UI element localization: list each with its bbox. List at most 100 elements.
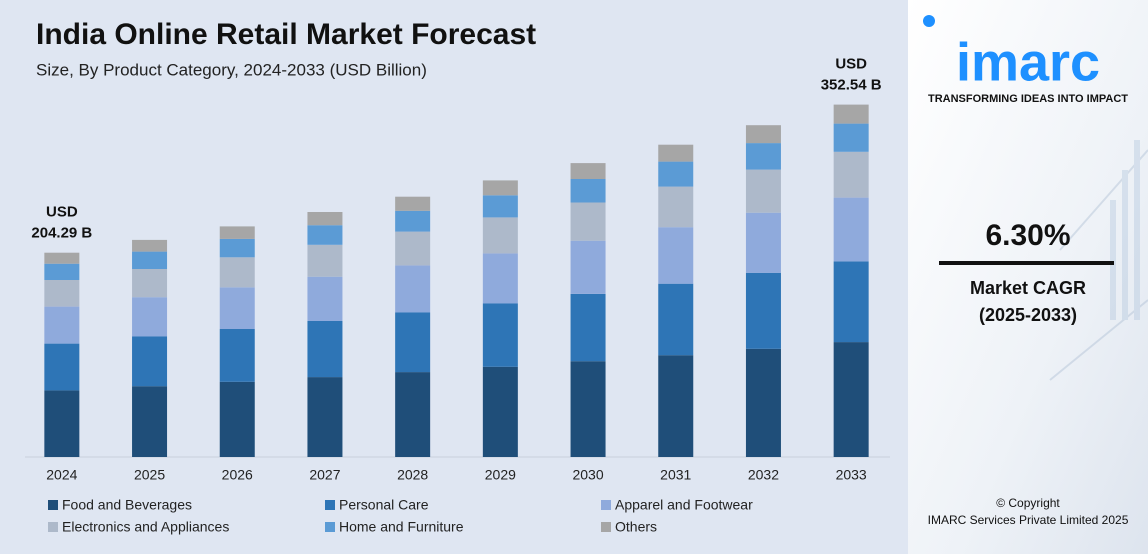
bar-segment bbox=[833, 123, 869, 152]
x-tick-label: 2025 bbox=[134, 467, 165, 483]
bar-segment bbox=[44, 263, 80, 280]
annotation: 204.29 B bbox=[31, 225, 92, 242]
bar-segment bbox=[658, 144, 694, 162]
bar-segment bbox=[482, 253, 518, 304]
logo-dot bbox=[923, 15, 935, 27]
chart-subtitle: Size, By Product Category, 2024-2033 (US… bbox=[36, 60, 427, 79]
bar-segment bbox=[833, 151, 869, 198]
bar-segment bbox=[219, 287, 255, 329]
annotation: USD bbox=[46, 204, 78, 221]
bar-segment bbox=[658, 355, 694, 457]
x-tick-label: 2031 bbox=[660, 467, 691, 483]
bar-segment bbox=[307, 244, 343, 277]
legend-swatch bbox=[601, 500, 611, 510]
bar-segment bbox=[219, 238, 255, 258]
annotation: 352.54 B bbox=[821, 77, 882, 94]
cagr-period: (2025-2033) bbox=[979, 305, 1077, 325]
bar-segment bbox=[482, 366, 518, 457]
bar-segment bbox=[570, 179, 606, 203]
bar-segment bbox=[745, 348, 781, 457]
bar-segment bbox=[482, 195, 518, 218]
bar-segment bbox=[395, 312, 431, 373]
logo: imarc bbox=[956, 32, 1100, 92]
bar-segment bbox=[482, 180, 518, 196]
bar-segment bbox=[833, 197, 869, 262]
x-tick-label: 2028 bbox=[397, 467, 428, 483]
legend-swatch bbox=[601, 522, 611, 532]
bar-segment bbox=[395, 196, 431, 211]
bar-segment bbox=[833, 104, 869, 124]
bar-segment bbox=[570, 293, 606, 362]
bar-segment bbox=[44, 343, 80, 391]
bar-segment bbox=[307, 276, 343, 321]
bar-segment bbox=[395, 210, 431, 232]
bar-segment bbox=[482, 303, 518, 367]
bar-segment bbox=[307, 212, 343, 226]
legend-label: Electronics and Appliances bbox=[62, 519, 229, 535]
bar-segment bbox=[570, 202, 606, 241]
cagr-label: Market CAGR bbox=[970, 278, 1086, 298]
bar-segment bbox=[745, 212, 781, 273]
bar-segment bbox=[745, 272, 781, 349]
x-tick-label: 2033 bbox=[836, 467, 867, 483]
bar-segment bbox=[132, 239, 168, 252]
bar-segment bbox=[570, 361, 606, 457]
bar-segment bbox=[132, 251, 168, 269]
bar-segment bbox=[132, 297, 168, 337]
bar-segment bbox=[307, 377, 343, 457]
bar-segment bbox=[44, 252, 80, 264]
legend-label: Personal Care bbox=[339, 497, 429, 513]
bar-segment bbox=[44, 306, 80, 344]
x-tick-label: 2027 bbox=[309, 467, 340, 483]
bar-segment bbox=[570, 240, 606, 294]
bar-segment bbox=[219, 381, 255, 457]
bar-segment bbox=[219, 226, 255, 239]
sidebar-panel bbox=[908, 0, 1148, 554]
legend-swatch bbox=[48, 522, 58, 532]
bar-segment bbox=[219, 329, 255, 382]
x-tick-label: 2029 bbox=[485, 467, 516, 483]
cagr-divider bbox=[939, 261, 1114, 265]
x-tick-label: 2026 bbox=[222, 467, 253, 483]
x-tick-label: 2032 bbox=[748, 467, 779, 483]
legend-swatch bbox=[325, 522, 335, 532]
bar-segment bbox=[482, 217, 518, 254]
bar-segment bbox=[395, 265, 431, 313]
bar-segment bbox=[745, 169, 781, 213]
bar-segment bbox=[658, 161, 694, 187]
bar-segment bbox=[132, 386, 168, 457]
tagline: TRANSFORMING IDEAS INTO IMPACT bbox=[928, 93, 1128, 105]
bar-segment bbox=[307, 225, 343, 245]
bar-segment bbox=[658, 227, 694, 284]
bar-segment bbox=[745, 125, 781, 144]
x-tick-label: 2024 bbox=[46, 467, 77, 483]
bar-segment bbox=[132, 336, 168, 387]
legend-swatch bbox=[325, 500, 335, 510]
bar-segment bbox=[745, 143, 781, 170]
bar-segment bbox=[570, 163, 606, 179]
legend-label: Home and Furniture bbox=[339, 519, 464, 535]
legend-label: Others bbox=[615, 519, 657, 535]
sidebar-decoration bbox=[1049, 140, 1148, 381]
bar-segment bbox=[307, 321, 343, 378]
chart-title: India Online Retail Market Forecast bbox=[36, 18, 536, 51]
bar-segment bbox=[395, 231, 431, 266]
copyright: © Copyright bbox=[996, 496, 1060, 510]
bar-segment bbox=[44, 390, 80, 457]
bar-segment bbox=[44, 280, 80, 307]
bar-segment bbox=[219, 257, 255, 288]
bar-segment bbox=[658, 283, 694, 356]
legend-swatch bbox=[48, 500, 58, 510]
legend-label: Apparel and Footwear bbox=[615, 497, 753, 513]
legend-label: Food and Beverages bbox=[62, 497, 192, 513]
bar-segment bbox=[833, 261, 869, 343]
x-tick-label: 2030 bbox=[572, 467, 603, 483]
bar-segment bbox=[395, 372, 431, 457]
annotation: USD bbox=[835, 56, 867, 73]
company: IMARC Services Private Limited 2025 bbox=[928, 513, 1129, 527]
cagr-value: 6.30% bbox=[985, 219, 1070, 252]
bar-segment bbox=[132, 269, 168, 298]
bar-segment bbox=[658, 186, 694, 228]
